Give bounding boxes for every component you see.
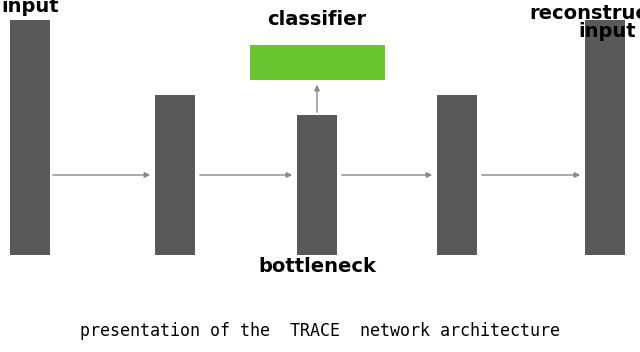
Text: input: input [578, 22, 636, 41]
Bar [585, 20, 625, 255]
Text: reconstructed: reconstructed [530, 4, 640, 23]
Text: classifier: classifier [268, 10, 367, 29]
Bar [437, 95, 477, 255]
Bar [250, 45, 385, 80]
Text: bottleneck: bottleneck [258, 257, 376, 276]
Text: presentation of the  TRACE  network architecture: presentation of the TRACE network archit… [80, 322, 560, 340]
Bar [10, 20, 50, 255]
Bar [155, 95, 195, 255]
Bar [297, 115, 337, 255]
Text: input: input [1, 0, 59, 16]
